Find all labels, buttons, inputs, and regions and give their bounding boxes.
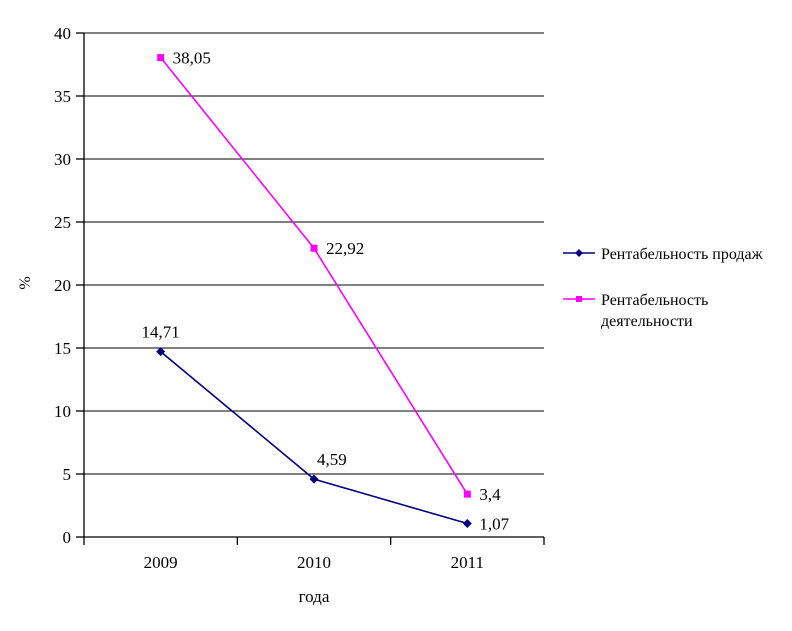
data-point-label: 4,59	[317, 450, 347, 469]
y-tick-label: 5	[63, 465, 72, 484]
y-tick-label: 30	[54, 150, 71, 169]
data-point-marker	[156, 347, 166, 357]
y-axis-title: %	[17, 276, 34, 289]
x-tick-label: 2010	[297, 553, 331, 572]
data-point-marker	[462, 519, 472, 529]
y-tick-label: 0	[63, 528, 72, 547]
x-axis-title: года	[299, 587, 330, 606]
x-tick-label: 2009	[144, 553, 178, 572]
series-line-1	[160, 57, 469, 495]
y-tick-label: 15	[54, 339, 71, 358]
data-point-marker	[157, 54, 165, 62]
data-point-marker	[463, 490, 471, 498]
legend-key-marker	[576, 296, 582, 302]
legend-item-label: Рентабельность продаж	[601, 246, 764, 263]
data-point-label: 14,71	[142, 323, 180, 342]
legend-item-label: деятельности	[601, 313, 693, 330]
data-point-marker	[309, 474, 319, 484]
data-point-label: 38,05	[173, 49, 211, 68]
y-tick-label: 10	[54, 402, 71, 421]
series-line-0	[160, 351, 468, 525]
y-tick-label: 20	[54, 276, 71, 295]
legend-item-label: Рентабельность	[601, 292, 708, 309]
y-tick-label: 35	[54, 87, 71, 106]
x-tick-label: 2011	[451, 553, 484, 572]
data-point-label: 1,07	[479, 515, 509, 534]
y-tick-label: 40	[54, 24, 71, 43]
data-point-marker	[310, 244, 318, 252]
legend-key-marker	[575, 249, 583, 257]
data-point-label: 22,92	[326, 239, 364, 258]
y-tick-label: 25	[54, 213, 71, 232]
data-point-label: 3,4	[479, 485, 501, 504]
